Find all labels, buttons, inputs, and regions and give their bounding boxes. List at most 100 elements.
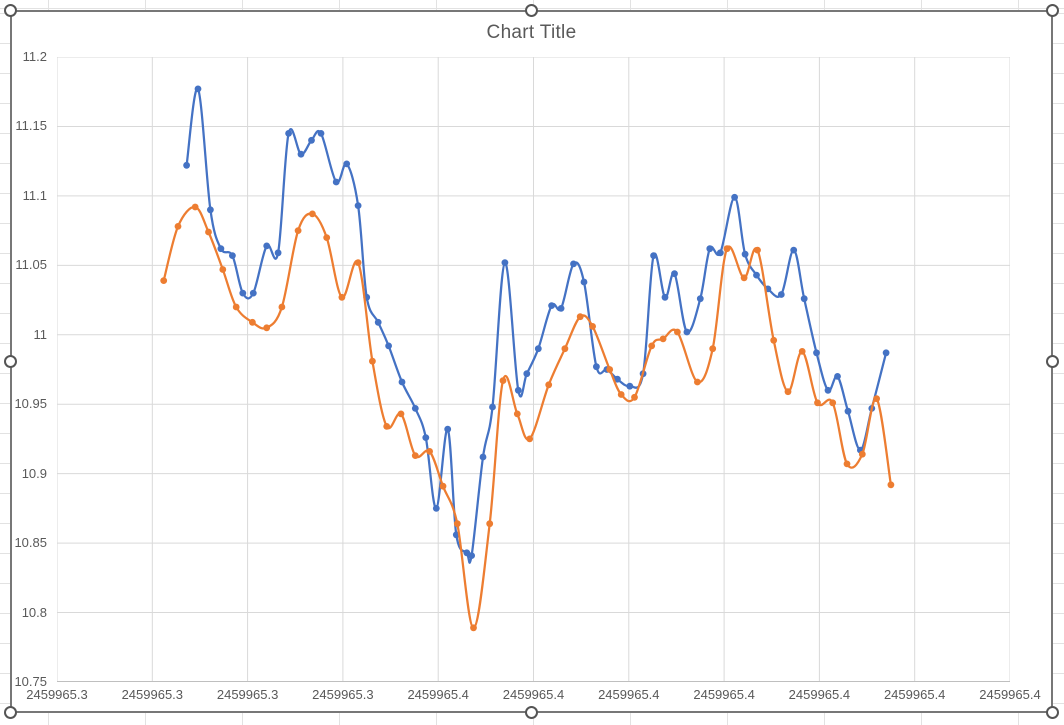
series-2-marker[interactable] xyxy=(354,259,362,266)
series-1-marker[interactable] xyxy=(731,193,738,201)
series-1-marker[interactable] xyxy=(753,271,760,279)
series-1-marker[interactable] xyxy=(217,245,225,253)
series-1-marker[interactable] xyxy=(422,434,430,441)
series-1-marker[interactable] xyxy=(239,289,247,297)
series-1-marker[interactable] xyxy=(501,259,509,266)
series-2-line[interactable] xyxy=(162,205,893,629)
series-1-marker[interactable] xyxy=(716,249,724,257)
series-2-marker[interactable] xyxy=(526,435,534,443)
series-2-marker[interactable] xyxy=(740,274,748,282)
series-2-marker[interactable] xyxy=(205,228,212,236)
series-2-marker[interactable] xyxy=(576,313,584,321)
series-2-marker[interactable] xyxy=(499,377,507,384)
series-1-marker[interactable] xyxy=(570,260,577,268)
series-1-marker[interactable] xyxy=(671,270,678,278)
series-2-marker[interactable] xyxy=(249,318,256,326)
series-2-marker[interactable] xyxy=(174,223,182,230)
series-2-marker[interactable] xyxy=(263,324,271,332)
series-1-marker[interactable] xyxy=(626,382,634,390)
series-2-marker[interactable] xyxy=(338,293,346,301)
x-axis-labels[interactable]: 2459965.3 2459965.3 2459965.3 2459965.3 2459… xyxy=(26,688,1040,704)
series-2-marker[interactable] xyxy=(369,357,376,365)
series-2-marker[interactable] xyxy=(411,452,419,459)
series-2-marker[interactable] xyxy=(453,520,461,528)
series-1-marker[interactable] xyxy=(706,245,714,253)
series-1-marker[interactable] xyxy=(882,349,890,357)
series-2-marker[interactable] xyxy=(606,366,614,373)
selection-handle-top-center[interactable] xyxy=(525,4,538,17)
series-1-marker[interactable] xyxy=(593,363,600,371)
series-1-marker[interactable] xyxy=(800,295,808,303)
series-1-marker[interactable] xyxy=(354,202,362,210)
series-1-marker[interactable] xyxy=(824,386,832,394)
selection-handle-mid-right[interactable] xyxy=(1046,355,1059,368)
series-2-marker[interactable] xyxy=(561,345,569,353)
series-2-marker[interactable] xyxy=(659,335,667,343)
series-2-marker[interactable] xyxy=(829,399,837,407)
selection-handle-top-right[interactable] xyxy=(1046,4,1059,17)
series-1-marker[interactable] xyxy=(479,453,487,461)
series-1-marker[interactable] xyxy=(650,252,657,259)
series-1-marker[interactable] xyxy=(777,291,785,298)
series-2-marker[interactable] xyxy=(309,210,316,218)
y-axis-labels[interactable]: 11.2 11.15 11.1 11.05 11 10.95 10.9 10.85 10.8 10… xyxy=(12,50,47,689)
series-1-marker[interactable] xyxy=(229,252,236,259)
selection-handle-top-left[interactable] xyxy=(4,4,17,17)
series-2-marker[interactable] xyxy=(486,520,494,528)
series-2-marker[interactable] xyxy=(191,203,199,211)
series-2-marker[interactable] xyxy=(631,393,638,401)
series-2-marker[interactable] xyxy=(723,245,731,253)
series-1-marker[interactable] xyxy=(297,150,305,158)
series-1-marker[interactable] xyxy=(343,160,351,168)
series-1-marker[interactable] xyxy=(432,505,440,512)
series-2-marker[interactable] xyxy=(513,410,521,418)
series-2-marker[interactable] xyxy=(709,345,717,353)
selection-handle-bottom-center[interactable] xyxy=(525,706,538,719)
series-1-marker[interactable] xyxy=(523,370,531,378)
series-2-marker[interactable] xyxy=(674,328,681,336)
series-1-marker[interactable] xyxy=(194,85,202,93)
series-1-marker[interactable] xyxy=(614,375,621,383)
series-2-marker[interactable] xyxy=(232,303,240,311)
chart-area[interactable]: Chart Title 11.2 11.15 11.1 11.05 11 10.95 10.… xyxy=(4,4,1059,719)
series-2-marker[interactable] xyxy=(798,348,806,355)
series-1-marker[interactable] xyxy=(332,178,340,186)
series-1-marker[interactable] xyxy=(548,302,555,309)
series-1-marker[interactable] xyxy=(274,249,282,257)
series-2-marker[interactable] xyxy=(397,410,405,418)
series-1-marker[interactable] xyxy=(308,136,315,144)
series-1-marker[interactable] xyxy=(249,289,257,297)
series-2-marker[interactable] xyxy=(784,388,792,396)
series-1-marker[interactable] xyxy=(661,293,669,301)
series-1-marker[interactable] xyxy=(834,373,841,380)
series-1-marker[interactable] xyxy=(468,552,475,559)
series-2-marker[interactable] xyxy=(383,423,391,430)
series-2-marker[interactable] xyxy=(843,460,851,468)
series-2-marker[interactable] xyxy=(426,448,433,455)
selection-handle-bottom-left[interactable] xyxy=(4,706,17,719)
series-1-marker[interactable] xyxy=(207,206,214,214)
series-1-marker[interactable] xyxy=(580,278,588,286)
series-2-marker[interactable] xyxy=(323,234,331,242)
series-1-marker[interactable] xyxy=(398,378,406,386)
series-1-marker[interactable] xyxy=(844,407,852,415)
series-1-marker[interactable] xyxy=(741,250,749,258)
series-2-marker[interactable] xyxy=(858,450,866,458)
series-2-marker[interactable] xyxy=(694,378,701,386)
series-1-marker[interactable] xyxy=(183,161,190,169)
series-1-marker[interactable] xyxy=(813,349,820,357)
series-2-marker[interactable] xyxy=(470,624,477,632)
series-2-marker[interactable] xyxy=(439,482,447,490)
series-2-marker[interactable] xyxy=(617,391,625,398)
series-2-marker[interactable] xyxy=(648,342,656,350)
plot-area[interactable] xyxy=(56,56,1011,683)
series-1-marker[interactable] xyxy=(263,242,271,250)
series-2-marker[interactable] xyxy=(294,227,302,235)
series-1-marker[interactable] xyxy=(317,130,325,137)
series-2-marker[interactable] xyxy=(219,266,227,273)
series-1-line[interactable] xyxy=(185,87,888,564)
series-2-marker[interactable] xyxy=(160,277,168,284)
series-2-marker[interactable] xyxy=(814,399,821,407)
series-1-marker[interactable] xyxy=(683,328,691,336)
series-1-marker[interactable] xyxy=(557,305,565,312)
